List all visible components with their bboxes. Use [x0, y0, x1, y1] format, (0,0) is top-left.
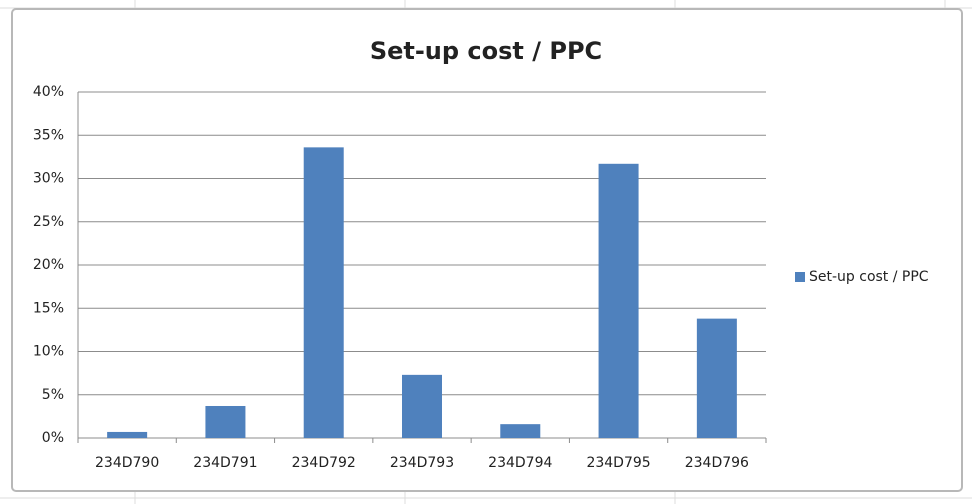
y-tick-label: 30%: [33, 171, 64, 187]
chart-area: [11, 8, 963, 492]
y-tick-label: 0%: [42, 430, 64, 446]
y-tick-label: 15%: [33, 300, 64, 316]
x-tick-label: 234D792: [292, 455, 356, 471]
x-tick-label: 234D795: [586, 455, 650, 471]
bar: [107, 431, 148, 438]
y-tick-label: 25%: [33, 214, 64, 230]
y-tick-label: 5%: [42, 387, 64, 403]
y-tick-label: 10%: [33, 344, 64, 360]
bar: [696, 318, 737, 438]
bar: [500, 424, 541, 438]
x-tick-label: 234D793: [390, 455, 454, 471]
x-tick-label: 234D796: [685, 455, 749, 471]
bar: [205, 405, 246, 438]
bar: [402, 374, 442, 438]
x-tick-label: 234D791: [193, 455, 257, 471]
legend-label: Set-up cost / PPC: [809, 269, 929, 285]
x-tick-label: 234D794: [488, 455, 552, 471]
y-tick-label: 35%: [33, 127, 64, 143]
bar: [303, 147, 344, 439]
x-tick-label: 234D790: [95, 455, 159, 471]
y-tick-label: 20%: [33, 257, 64, 273]
legend-swatch: [795, 272, 805, 282]
y-tick-label: 40%: [33, 84, 64, 100]
bar: [598, 163, 639, 439]
chart-title: Set-up cost / PPC: [370, 37, 602, 65]
